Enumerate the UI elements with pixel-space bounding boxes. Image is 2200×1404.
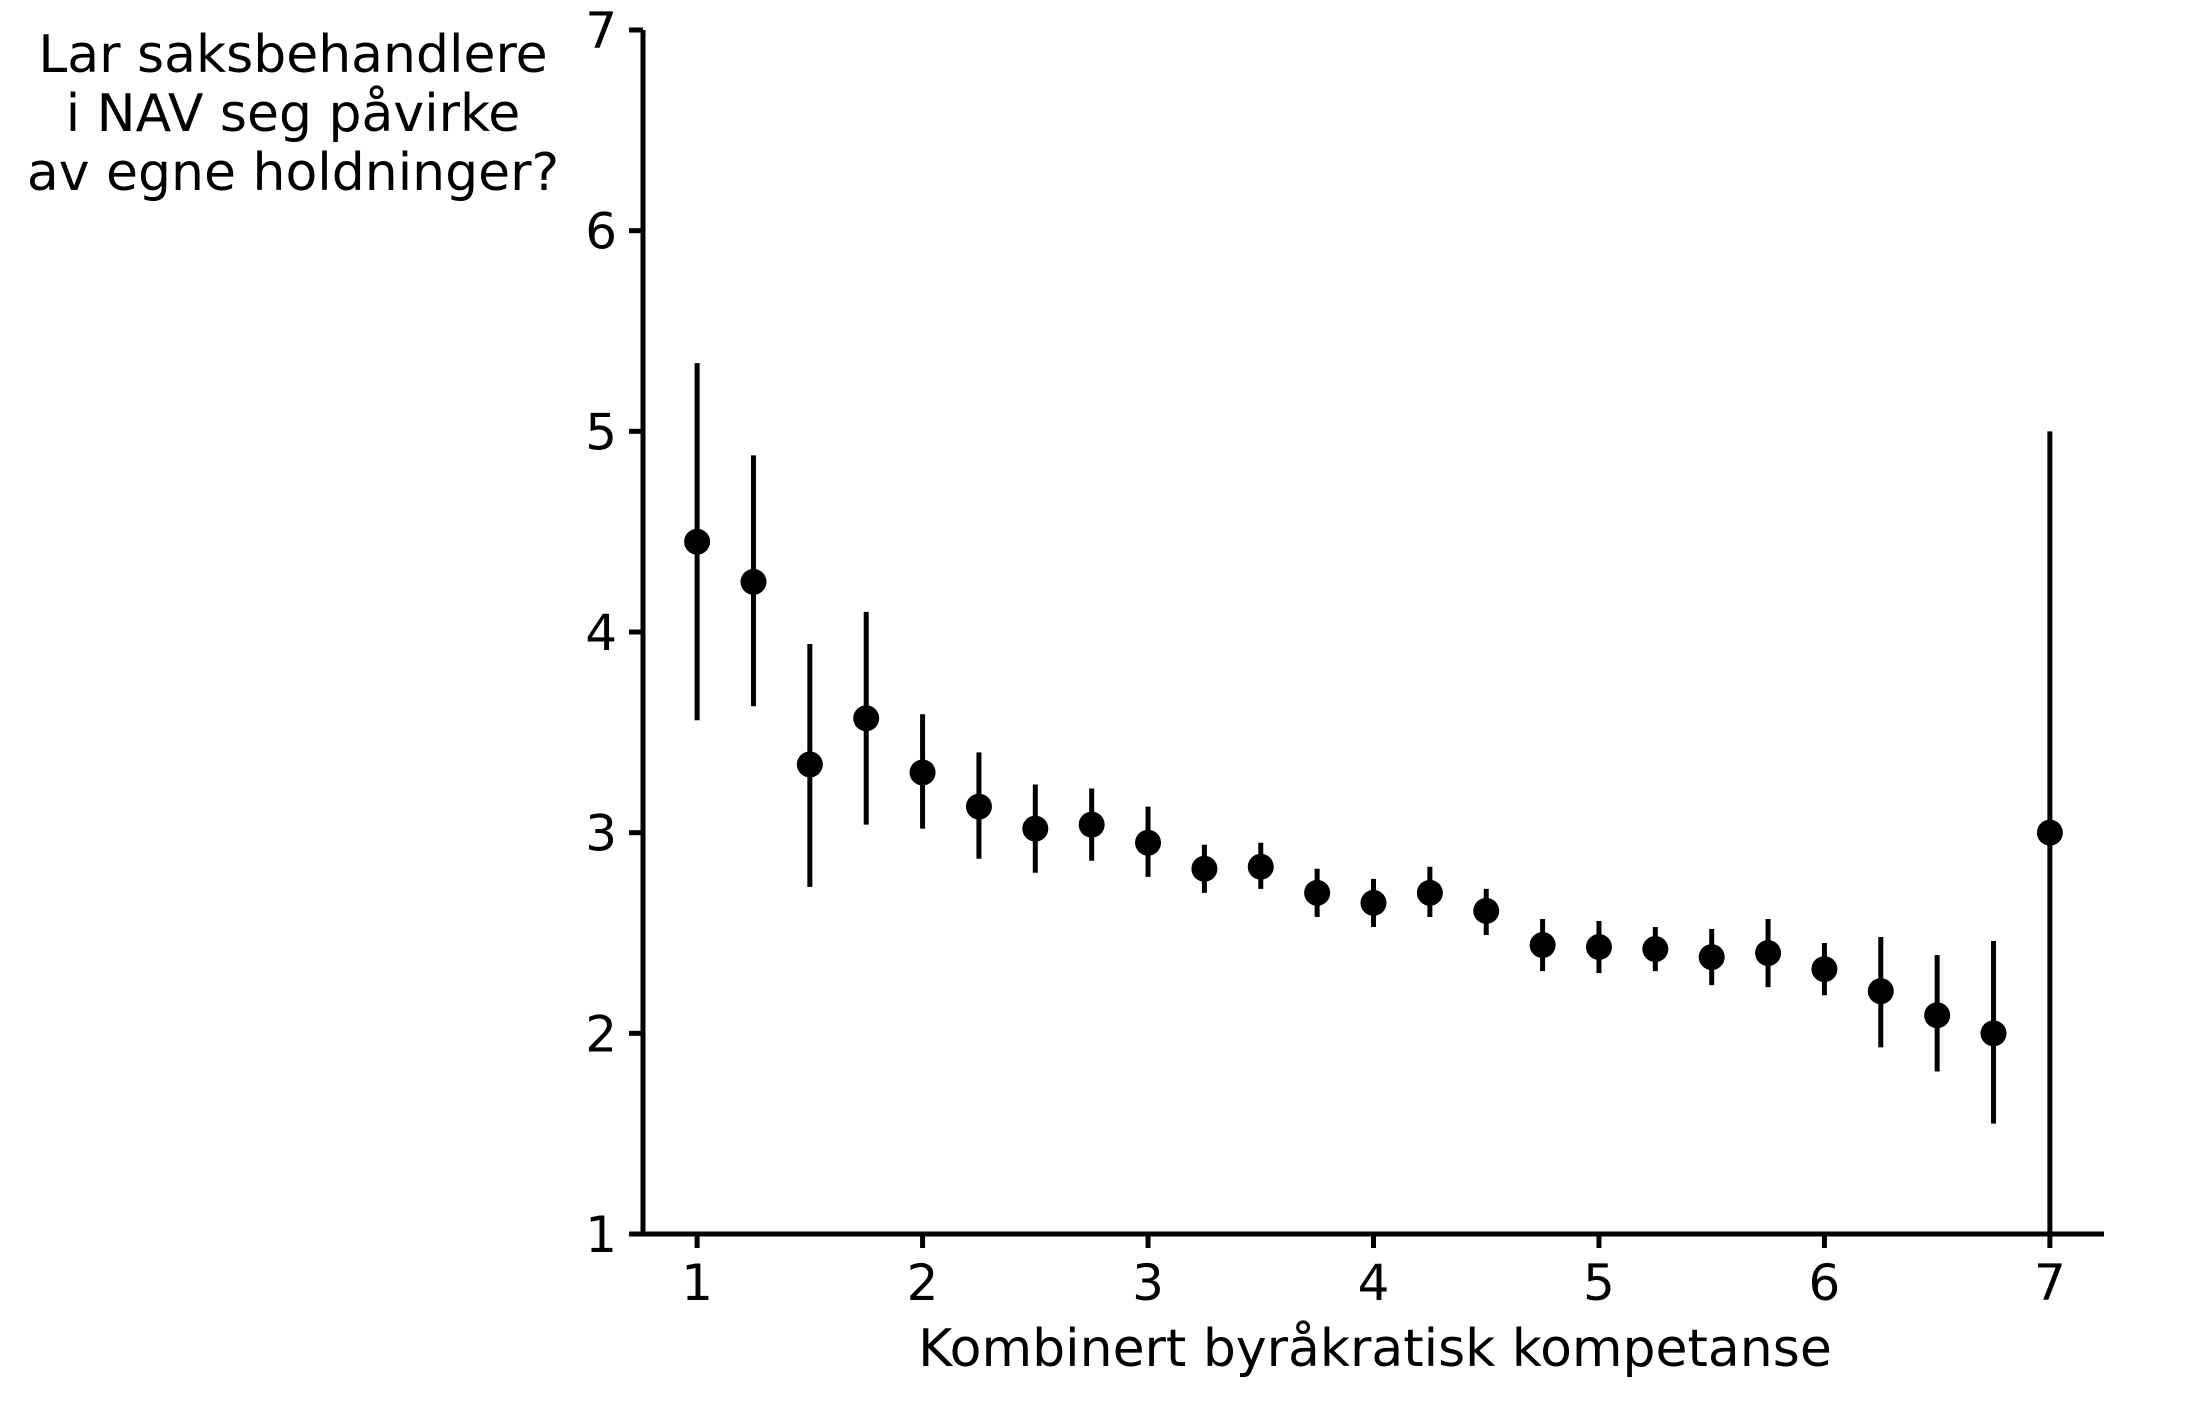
data-point-25 bbox=[2036, 819, 2063, 846]
data-point-14 bbox=[1416, 879, 1443, 906]
data-point-23 bbox=[1924, 1002, 1951, 1029]
data-point-17 bbox=[1585, 934, 1612, 961]
data-point-24 bbox=[1980, 1020, 2007, 1047]
data-point-3 bbox=[796, 751, 823, 778]
data-point-10 bbox=[1191, 855, 1218, 882]
x-tick-label-7: 7 bbox=[2034, 1254, 2066, 1312]
data-point-4 bbox=[853, 705, 880, 732]
data-point-16 bbox=[1529, 932, 1556, 959]
data-point-18 bbox=[1642, 936, 1669, 963]
x-tick-label-1: 1 bbox=[681, 1254, 713, 1312]
y-axis-label-line-3: av egne holdninger? bbox=[27, 143, 559, 203]
x-tick-label-5: 5 bbox=[1583, 1254, 1615, 1312]
x-tick-label-3: 3 bbox=[1132, 1254, 1164, 1312]
data-point-8 bbox=[1078, 811, 1105, 838]
y-tick-label-3: 3 bbox=[585, 805, 617, 863]
y-tick-label-2: 2 bbox=[585, 1005, 617, 1063]
data-point-2 bbox=[740, 568, 767, 595]
data-point-12 bbox=[1304, 879, 1331, 906]
x-axis-label: Kombinert byråkratisk kompetanse bbox=[918, 1319, 1832, 1379]
data-point-1 bbox=[684, 528, 711, 555]
data-point-5 bbox=[909, 759, 936, 786]
data-point-19 bbox=[1698, 944, 1725, 971]
data-point-21 bbox=[1811, 956, 1838, 983]
y-tick-label-5: 5 bbox=[585, 403, 617, 461]
y-axis-label-line-2: i NAV seg påvirke bbox=[66, 84, 521, 144]
y-tick-label-1: 1 bbox=[585, 1206, 617, 1264]
y-tick-label-7: 7 bbox=[585, 2, 617, 60]
data-point-13 bbox=[1360, 889, 1387, 916]
x-tick-label-6: 6 bbox=[1809, 1254, 1841, 1312]
x-tick-label-2: 2 bbox=[907, 1254, 939, 1312]
y-tick-label-4: 4 bbox=[585, 604, 617, 662]
data-point-22 bbox=[1867, 978, 1894, 1005]
data-point-9 bbox=[1135, 829, 1162, 856]
data-point-11 bbox=[1247, 853, 1274, 880]
data-point-7 bbox=[1022, 815, 1049, 842]
data-point-20 bbox=[1755, 940, 1782, 967]
x-tick-label-4: 4 bbox=[1358, 1254, 1390, 1312]
marks-group bbox=[684, 363, 2063, 1234]
y-axis-label-line-1: Lar saksbehandlere bbox=[38, 25, 547, 85]
data-point-6 bbox=[965, 793, 992, 820]
axes-group: 1 2 3 4 5 6 7 1 2 3 4 5 6 7 bbox=[585, 2, 2104, 1312]
data-point-15 bbox=[1473, 897, 1500, 924]
y-tick-label-6: 6 bbox=[585, 203, 617, 261]
